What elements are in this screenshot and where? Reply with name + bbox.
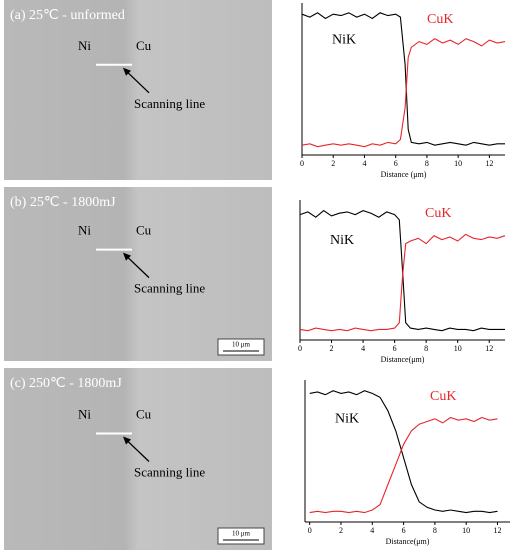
series-label: NiK bbox=[330, 233, 354, 248]
scan-label: Scanning line bbox=[134, 465, 205, 480]
x-tick-label: 0 bbox=[298, 344, 302, 353]
line-series bbox=[301, 12, 505, 146]
x-tick-label: 6 bbox=[393, 344, 397, 353]
arrow-head bbox=[123, 67, 131, 76]
arrow-head bbox=[123, 252, 131, 261]
line-series bbox=[309, 416, 498, 514]
arrow bbox=[125, 439, 150, 462]
series-label: CuK bbox=[427, 12, 453, 27]
series-label: CuK bbox=[430, 389, 456, 404]
x-tick-label: 2 bbox=[330, 344, 334, 353]
sem-image bbox=[4, 368, 272, 550]
scale-label: 10 μm bbox=[232, 341, 251, 349]
x-tick-label: 12 bbox=[485, 344, 493, 353]
x-tick-label: 2 bbox=[331, 159, 335, 168]
x-tick-label: 10 bbox=[454, 344, 462, 353]
scale-label: 10 μm bbox=[232, 530, 251, 538]
series-label: NiK bbox=[332, 32, 356, 47]
cu-label: Cu bbox=[136, 407, 152, 422]
panel-label: (c) 250℃ - 1800mJ bbox=[10, 376, 122, 391]
line-series bbox=[299, 209, 505, 332]
x-tick-label: 4 bbox=[370, 526, 374, 535]
arrow bbox=[125, 255, 150, 279]
panel-label: (a) 25℃ - unformed bbox=[10, 8, 125, 23]
x-tick-label: 4 bbox=[361, 344, 365, 353]
x-tick-label: 8 bbox=[433, 526, 437, 535]
x-tick-label: 6 bbox=[394, 159, 398, 168]
arrow bbox=[125, 70, 150, 94]
series-label: NiK bbox=[335, 412, 359, 427]
x-tick-label: 8 bbox=[424, 344, 428, 353]
x-tick-label: 12 bbox=[493, 526, 501, 535]
cu-label: Cu bbox=[136, 38, 152, 53]
ni-label: Ni bbox=[78, 407, 91, 422]
line-series bbox=[309, 390, 498, 514]
x-axis-label: Distance(μm) bbox=[381, 355, 425, 364]
x-tick-label: 8 bbox=[425, 159, 429, 168]
panel-label: (b) 25℃ - 1800mJ bbox=[10, 195, 116, 210]
x-axis-label: Distance(μm) bbox=[386, 537, 430, 546]
x-tick-label: 0 bbox=[308, 526, 312, 535]
x-tick-label: 10 bbox=[454, 159, 462, 168]
ni-label: Ni bbox=[78, 223, 91, 238]
arrow-head bbox=[123, 436, 131, 445]
cu-label: Cu bbox=[136, 223, 152, 238]
x-tick-label: 12 bbox=[485, 159, 493, 168]
x-tick-label: 2 bbox=[339, 526, 343, 535]
line-series bbox=[299, 233, 506, 332]
x-tick-label: 10 bbox=[462, 526, 470, 535]
x-tick-label: 0 bbox=[300, 159, 304, 168]
scan-label: Scanning line bbox=[134, 281, 205, 296]
series-label: CuK bbox=[425, 206, 451, 221]
x-tick-label: 6 bbox=[402, 526, 406, 535]
x-tick-label: 4 bbox=[362, 159, 366, 168]
scan-label: Scanning line bbox=[134, 96, 205, 111]
line-series bbox=[301, 38, 506, 148]
x-axis-label: Distance (μm) bbox=[381, 170, 427, 179]
sem-image bbox=[4, 187, 272, 361]
sem-image bbox=[4, 0, 272, 180]
ni-label: Ni bbox=[78, 38, 91, 53]
